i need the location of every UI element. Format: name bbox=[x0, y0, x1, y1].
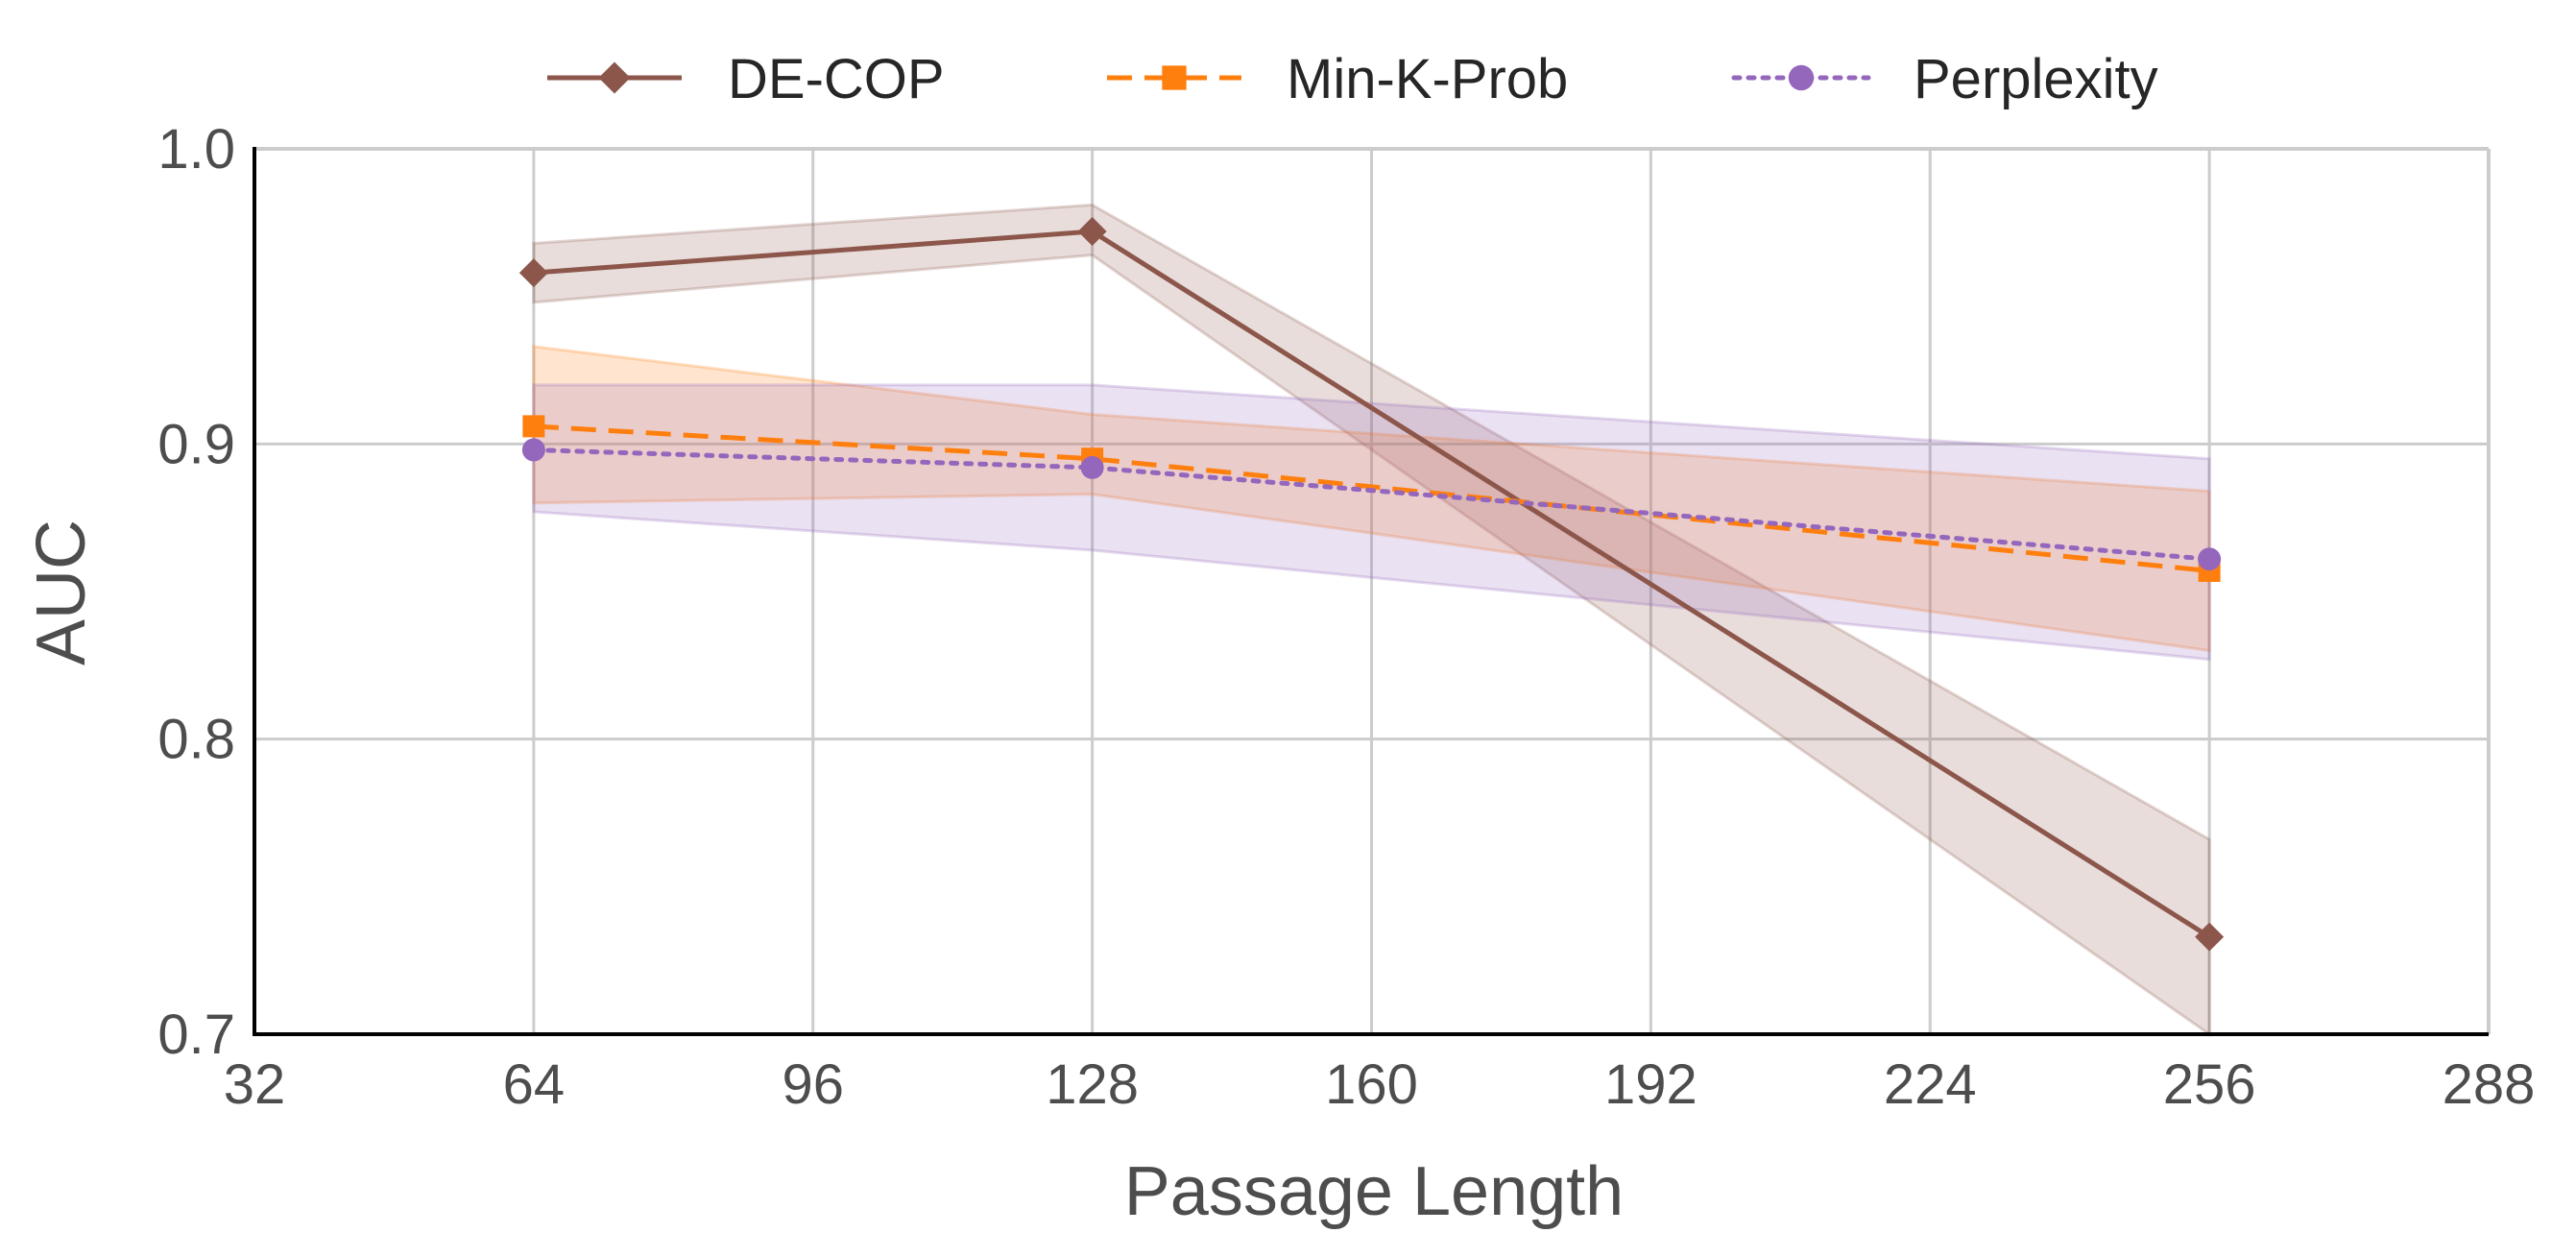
legend-label-perplexity: Perplexity bbox=[1914, 48, 2158, 110]
legend-marker-perplexity bbox=[1788, 64, 1815, 91]
perplexity-point bbox=[521, 438, 545, 462]
x-tick-label: 96 bbox=[782, 1053, 844, 1116]
confidence-bands bbox=[532, 203, 2211, 1037]
perplexity-point bbox=[2198, 547, 2222, 571]
x-axis-ticks: 32 64 96 128 160 192 224 256 288 bbox=[224, 1053, 2536, 1116]
x-tick-label: 288 bbox=[2443, 1053, 2536, 1116]
y-tick-label: 1.0 bbox=[157, 118, 235, 181]
legend-label-de-cop: DE-COP bbox=[728, 48, 945, 110]
y-tick-label: 0.9 bbox=[157, 413, 235, 475]
perplexity-point bbox=[1080, 455, 1104, 479]
perplexity-line bbox=[531, 447, 2212, 562]
legend-label-min-k-prob: Min-K-Prob bbox=[1287, 48, 1568, 110]
x-axis-title: Passage Length bbox=[1124, 1153, 1624, 1230]
x-tick-label: 224 bbox=[1884, 1053, 1977, 1116]
min-k-prob-point bbox=[522, 415, 545, 438]
perplexity-confidence-band bbox=[532, 383, 2211, 662]
de-cop-point bbox=[518, 258, 548, 288]
de-cop-point bbox=[1077, 217, 1107, 247]
x-tick-label: 160 bbox=[1325, 1053, 1418, 1116]
x-tick-label: 64 bbox=[503, 1053, 566, 1116]
legend-marker-min-k-prob bbox=[1162, 65, 1187, 90]
y-tick-label: 0.8 bbox=[157, 709, 235, 771]
x-tick-label: 128 bbox=[1046, 1053, 1139, 1116]
x-tick-label: 32 bbox=[224, 1053, 286, 1116]
y-tick-label: 0.7 bbox=[157, 1003, 235, 1066]
plot-frame bbox=[253, 147, 2491, 1036]
legend: DE-COP Min-K-Prob Perplexity bbox=[547, 48, 2158, 110]
x-tick-label: 192 bbox=[1604, 1053, 1697, 1116]
de-cop-point bbox=[2195, 922, 2225, 952]
min-k-prob-confidence-band bbox=[532, 345, 2211, 653]
y-axis-title: AUC bbox=[23, 520, 100, 665]
y-axis-ticks: 0.7 0.8 0.9 1.0 bbox=[157, 118, 235, 1066]
x-tick-label: 256 bbox=[2163, 1053, 2256, 1116]
legend-marker-de-cop bbox=[598, 61, 631, 94]
series-markers bbox=[518, 217, 2225, 952]
